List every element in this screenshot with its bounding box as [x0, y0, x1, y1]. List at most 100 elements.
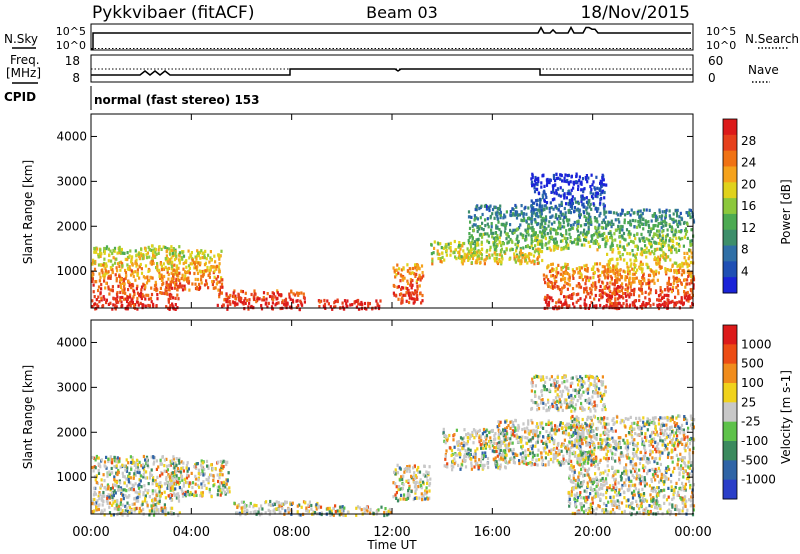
velocity-scatter-cell	[93, 509, 96, 513]
velocity-scatter-cell	[588, 450, 591, 454]
velocity-scatter-cell	[159, 458, 162, 462]
velocity-scatter-cell	[459, 448, 462, 453]
power-scatter-cell	[660, 239, 663, 243]
power-scatter-cell	[217, 288, 220, 292]
velocity-scatter-cell	[474, 449, 477, 453]
power-scatter-cell	[121, 304, 124, 308]
power-scatter-cell	[560, 213, 563, 217]
power-scatter-cell	[547, 282, 550, 286]
power-scatter-cell	[586, 269, 589, 273]
velocity-scatter-cell	[176, 480, 179, 484]
power-scatter-cell	[619, 244, 622, 248]
power-scatter-cell	[114, 297, 117, 301]
power-scatter-cell	[687, 294, 690, 298]
power-scatter-cell	[673, 269, 676, 273]
power-scatter-cell	[640, 263, 643, 267]
power-scatter-cell	[570, 174, 573, 178]
power-scatter-cell	[452, 251, 455, 255]
power-scatter-cell	[271, 291, 274, 295]
power-scatter-cell	[202, 251, 205, 255]
power-scatter-cell	[588, 244, 592, 249]
velocity-scatter-cell	[412, 477, 415, 482]
power-scatter-cell	[357, 298, 360, 303]
power-scatter-cell	[628, 252, 631, 256]
power-scatter-cell	[587, 292, 590, 296]
power-scatter-cell	[220, 276, 223, 280]
power-scatter-cell	[492, 236, 495, 240]
power-scatter-cell	[583, 290, 586, 294]
power-scatter-cell	[629, 239, 633, 243]
velocity-scatter-cell	[144, 476, 147, 480]
velocity-scatter-cell	[177, 494, 180, 498]
velocity-scatter-cell	[122, 474, 125, 478]
power-scatter-cell	[478, 207, 481, 211]
velocity-scatter-cell	[457, 440, 460, 444]
date-title: 18/Nov/2015	[580, 3, 690, 23]
power-scatter-cell	[641, 212, 644, 216]
power-scatter-cell	[471, 224, 474, 228]
power-scatter-cell	[479, 216, 482, 220]
power-scatter-cell	[99, 275, 102, 279]
power-scatter-cell	[474, 216, 477, 220]
velocity-scatter-cell	[493, 434, 496, 438]
power-scatter-cell	[642, 217, 645, 222]
power-scatter-cell	[467, 215, 471, 219]
power-scatter-cell	[542, 219, 545, 223]
power-scatter-cell	[162, 262, 165, 266]
power-scatter-cell	[634, 270, 638, 274]
power-scatter-cell	[633, 287, 636, 291]
power-scatter-cell	[632, 268, 635, 272]
power-scatter-cell	[141, 257, 144, 261]
power-scatter-cell	[601, 270, 604, 274]
power-scatter-cell	[98, 272, 101, 276]
velocity-scatter-cell	[186, 489, 189, 494]
power-scatter-cell	[439, 242, 442, 246]
velocity-scatter-cell	[219, 459, 222, 464]
power-scatter-cell	[471, 237, 474, 241]
velocity-scatter-cell	[408, 494, 411, 498]
power-scatter-cell	[552, 190, 555, 194]
power-scatter-cell	[614, 228, 617, 232]
power-scatter-cell	[494, 253, 497, 257]
power-scatter-cell	[121, 288, 124, 292]
power-scatter-cell	[476, 238, 480, 242]
power-scatter-cell	[678, 221, 681, 225]
velocity-scatter-cell	[394, 493, 397, 497]
velocity-scatter-cell	[112, 483, 116, 487]
power-scatter-cell	[632, 303, 635, 307]
power-scatter-cell	[621, 208, 624, 212]
velocity-scatter-cell	[178, 486, 181, 490]
velocity-scatter-cell	[284, 509, 287, 513]
power-scatter-cell	[536, 239, 539, 243]
power-scatter-cell	[542, 230, 545, 234]
power-scatter-cell	[479, 225, 482, 229]
velocity-scatter-cell	[484, 454, 487, 458]
power-scatter-cell	[96, 247, 99, 251]
power-scatter-cell	[590, 288, 593, 292]
power-scatter-cell	[676, 222, 679, 227]
velocity-scatter-cell	[119, 465, 122, 469]
velocity-scatter-cell	[484, 451, 487, 455]
power-scatter-cell	[498, 212, 501, 216]
power-scatter-cell	[524, 258, 527, 262]
power-scatter-cell	[257, 297, 260, 301]
power-scatter-cell	[625, 304, 628, 308]
velocity-scatter-cell	[191, 492, 194, 496]
power-scatter-cell	[589, 191, 592, 195]
power-scatter-cell	[689, 208, 692, 213]
power-scatter-cell	[253, 297, 256, 301]
power-scatter-cell	[575, 242, 578, 246]
power-scatter-cell	[635, 276, 638, 280]
velocity-scatter-cell	[271, 503, 275, 507]
velocity-scatter-cell	[175, 492, 178, 496]
power-scatter-cell	[649, 288, 652, 292]
power-scatter-cell	[478, 257, 481, 261]
power-scatter-cell	[582, 205, 585, 209]
velocity-scatter-cell	[143, 468, 146, 472]
velocity-scatter-cell	[501, 455, 505, 459]
power-scatter-cell	[594, 281, 597, 285]
power-scatter-cell	[565, 196, 568, 200]
velocity-scatter-cell	[189, 491, 192, 495]
power-scatter-cell	[528, 259, 531, 263]
power-scatter-cell	[219, 285, 222, 289]
